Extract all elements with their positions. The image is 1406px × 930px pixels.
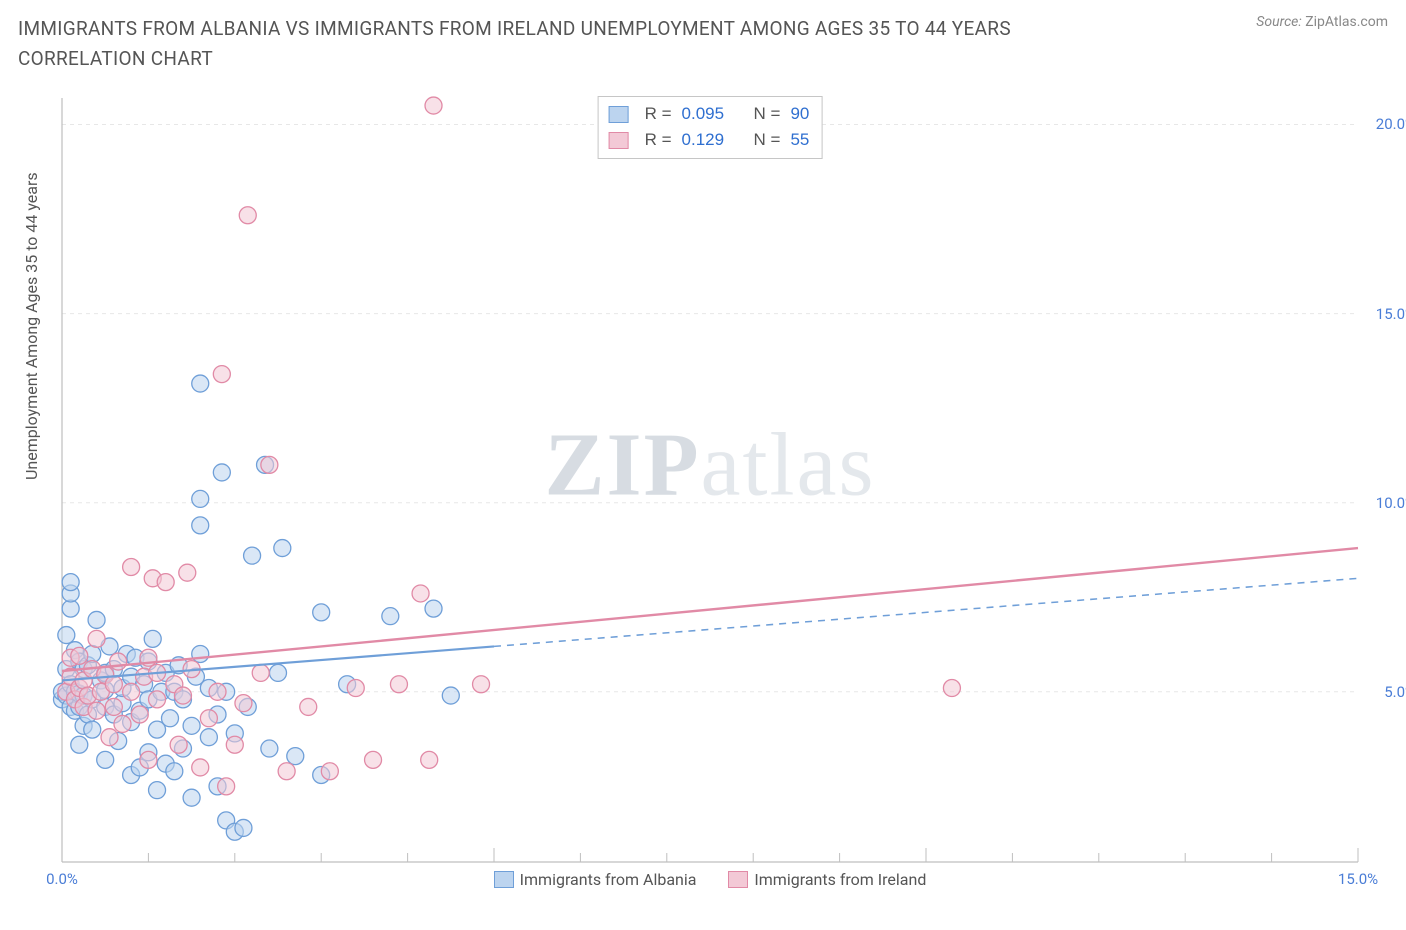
source-name: ZipAtlas.com xyxy=(1305,14,1388,30)
bottom-legend: Immigrants from Albania Immigrants from … xyxy=(62,870,1358,892)
source-label: Source: xyxy=(1256,14,1301,30)
stat-n-val-1: 90 xyxy=(790,101,809,127)
swatch-albania xyxy=(609,106,629,123)
stat-n-label-2: N = xyxy=(754,127,781,153)
stat-n-val-2: 55 xyxy=(790,127,809,153)
stat-n-label-1: N = xyxy=(754,101,781,127)
plot-area: ZIPatlas R = 0.095 N = 90 R = 0.129 N = … xyxy=(62,98,1358,862)
stats-row-albania: R = 0.095 N = 90 xyxy=(609,101,810,127)
stats-row-ireland: R = 0.129 N = 55 xyxy=(609,127,810,153)
stat-r-val-1: 0.095 xyxy=(682,101,725,127)
chart-title: IMMIGRANTS FROM ALBANIA VS IMMIGRANTS FR… xyxy=(18,14,1118,75)
legend-label-albania: Immigrants from Albania xyxy=(520,870,697,889)
y-axis-label: Unemployment Among Ages 35 to 44 years xyxy=(22,172,41,480)
legend-item-ireland: Immigrants from Ireland xyxy=(728,870,926,889)
y-tick-label: 15.0% xyxy=(1376,305,1406,323)
stat-r-val-2: 0.129 xyxy=(682,127,725,153)
stats-legend-box: R = 0.095 N = 90 R = 0.129 N = 55 xyxy=(598,96,823,159)
legend-swatch-ireland xyxy=(728,871,748,888)
legend-swatch-albania xyxy=(494,871,514,888)
chart-container: IMMIGRANTS FROM ALBANIA VS IMMIGRANTS FR… xyxy=(0,0,1406,930)
title-row: IMMIGRANTS FROM ALBANIA VS IMMIGRANTS FR… xyxy=(18,14,1388,75)
y-tick-label: 10.0% xyxy=(1376,494,1406,512)
swatch-ireland xyxy=(609,132,629,149)
legend-item-albania: Immigrants from Albania xyxy=(494,870,697,889)
legend-label-ireland: Immigrants from Ireland xyxy=(754,870,926,889)
y-tick-label: 20.0% xyxy=(1376,115,1406,133)
source-credit: Source: ZipAtlas.com xyxy=(1256,14,1388,30)
stat-r-label-2: R = xyxy=(645,127,672,153)
y-tick-label: 5.0% xyxy=(1384,683,1406,701)
stat-r-label-1: R = xyxy=(645,101,672,127)
plot-svg xyxy=(62,98,1358,862)
